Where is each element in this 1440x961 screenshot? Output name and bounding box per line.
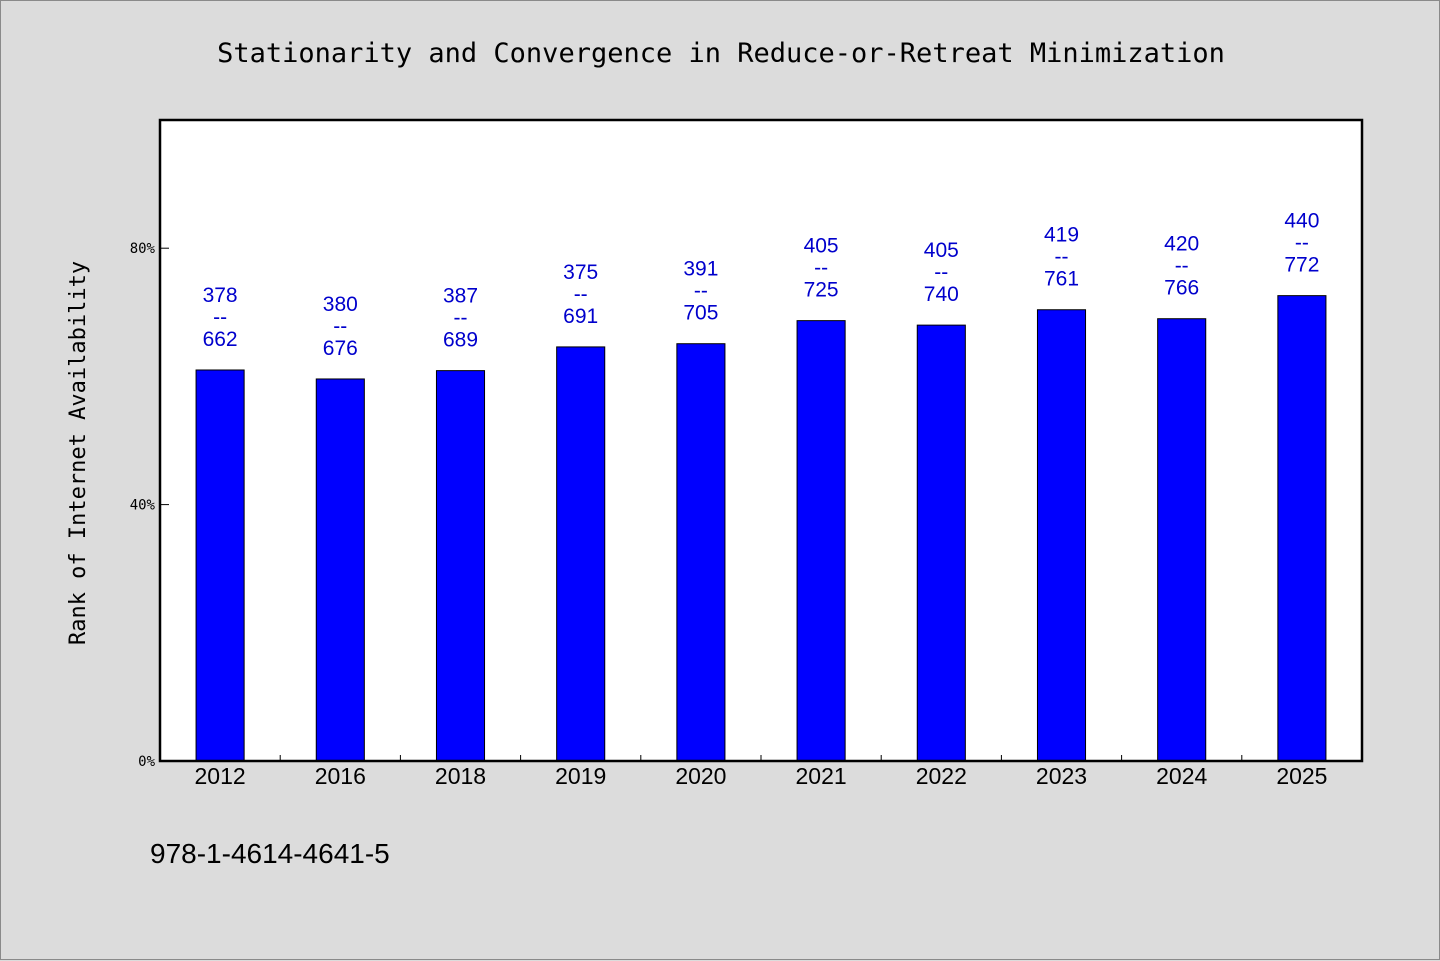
chart-title: Stationarity and Convergence in Reduce-o…	[217, 38, 1225, 69]
x-tick-label-2016: 2016	[315, 763, 366, 789]
data-labels-group: 378--662380--676387--689375--691391--705…	[203, 210, 1320, 360]
x-tick-label-2020: 2020	[675, 763, 726, 789]
bar-2021	[796, 320, 846, 762]
data-label-2020-line-1: 391	[683, 258, 718, 281]
data-label-2023-line-2: --	[1055, 246, 1069, 269]
data-label-2018-line-1: 387	[443, 285, 478, 308]
data-label-2012-line-1: 378	[203, 284, 238, 307]
data-label-2021-line-3: 725	[804, 279, 839, 302]
data-label-2024-line-3: 766	[1164, 277, 1199, 300]
x-tick-label-2019: 2019	[555, 763, 606, 789]
x-tick-label-2018: 2018	[435, 763, 486, 789]
bar-2022	[916, 324, 966, 762]
x-tick-label-2012: 2012	[195, 763, 246, 789]
data-label-2020-line-2: --	[694, 280, 708, 303]
bars-group	[195, 295, 1327, 762]
bar-2019	[556, 346, 606, 762]
y-axis-ticks: 0% 40% 80%	[130, 241, 169, 770]
bar-2020	[676, 343, 726, 762]
data-label-2024-line-2: --	[1175, 255, 1189, 278]
data-label-2019-line-3: 691	[563, 305, 598, 328]
bar-2018	[435, 370, 486, 762]
data-label-2019-line-2: --	[574, 283, 588, 306]
data-label-2025-line-2: --	[1295, 232, 1309, 255]
x-tick-label-2024: 2024	[1156, 763, 1207, 789]
data-label-2018-line-3: 689	[443, 329, 478, 352]
x-tick-label-2023: 2023	[1036, 763, 1087, 789]
data-label-2021-line-2: --	[814, 257, 828, 280]
x-tick-label-2021: 2021	[796, 763, 847, 789]
data-label-2023-line-1: 419	[1044, 224, 1079, 247]
y-axis-label: Rank of Internet Availability	[66, 261, 91, 645]
bar-2023	[1036, 309, 1087, 762]
data-label-2022-line-1: 405	[924, 239, 959, 262]
data-label-2012-line-2: --	[213, 306, 227, 329]
data-label-2012-line-3: 662	[203, 328, 238, 351]
data-label-2016-line-3: 676	[323, 337, 358, 360]
x-tick-label-2022: 2022	[916, 763, 967, 789]
data-label-2020-line-3: 705	[683, 302, 718, 325]
bar-2024	[1157, 318, 1207, 762]
data-label-2022-line-3: 740	[924, 283, 959, 306]
data-label-2025-line-3: 772	[1284, 254, 1319, 277]
y-tick-label-0: 0%	[138, 754, 155, 770]
data-label-2025-line-1: 440	[1284, 210, 1319, 233]
bar-2016	[315, 378, 365, 762]
data-label-2022-line-2: --	[934, 261, 948, 284]
plot-border	[158, 118, 1364, 763]
data-label-2016-line-2: --	[333, 315, 347, 338]
x-tick-label-2025: 2025	[1276, 763, 1327, 789]
data-label-2023-line-3: 761	[1044, 268, 1079, 291]
x-axis-ticks: 2012 2016 2018 2019 2020 2021 2022 2023 2024 2025	[195, 755, 1327, 789]
data-label-2021-line-1: 405	[804, 235, 839, 258]
y-tick-label-40: 40%	[130, 498, 156, 514]
data-label-2019-line-1: 375	[563, 261, 598, 284]
bar-2025	[1277, 295, 1327, 762]
y-tick-label-80: 80%	[130, 241, 156, 257]
data-label-2016-line-1: 380	[323, 293, 358, 316]
footer-isbn: 978-1-4614-4641-5	[150, 838, 390, 869]
bar-2012	[195, 369, 245, 762]
data-label-2018-line-2: --	[454, 307, 468, 330]
data-label-2024-line-1: 420	[1164, 233, 1199, 256]
